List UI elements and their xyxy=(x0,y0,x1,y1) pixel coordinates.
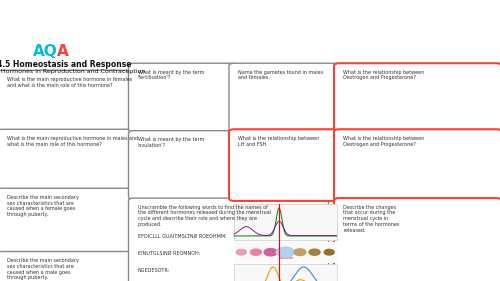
FancyBboxPatch shape xyxy=(0,188,135,254)
Text: What is the main reproductive hormone in males and
what is the main role of this: What is the main reproductive hormone in… xyxy=(6,136,138,146)
Text: What is the relationship between
Oestrogen and Progesterone?: What is the relationship between Oestrog… xyxy=(343,136,424,146)
FancyBboxPatch shape xyxy=(334,129,500,201)
FancyBboxPatch shape xyxy=(128,131,236,200)
Circle shape xyxy=(276,247,294,257)
FancyBboxPatch shape xyxy=(229,63,339,132)
FancyBboxPatch shape xyxy=(128,198,328,281)
FancyBboxPatch shape xyxy=(0,251,135,281)
Text: What is meant by the term
'ovulation'?: What is meant by the term 'ovulation'? xyxy=(138,137,204,148)
Text: Ovulation: Ovulation xyxy=(280,256,294,260)
Text: What is the relationship between
Oestrogen and Progesterone?: What is the relationship between Oestrog… xyxy=(343,70,424,80)
Circle shape xyxy=(309,249,320,255)
Circle shape xyxy=(294,249,306,256)
Text: AQ: AQ xyxy=(33,44,58,60)
FancyBboxPatch shape xyxy=(234,264,336,281)
Text: What is meant by the term
'fertilisation'?: What is meant by the term 'fertilisation… xyxy=(138,70,204,80)
FancyBboxPatch shape xyxy=(0,129,135,191)
Text: Name the gametes found in males
and females.: Name the gametes found in males and fema… xyxy=(238,70,323,80)
Circle shape xyxy=(264,249,277,256)
Text: Unscramble the following words to find the names of
the different hormones relea: Unscramble the following words to find t… xyxy=(138,205,270,281)
FancyBboxPatch shape xyxy=(234,204,336,240)
FancyBboxPatch shape xyxy=(334,198,500,281)
Circle shape xyxy=(324,250,334,255)
Text: What is the relationship between
LH and FSH.: What is the relationship between LH and … xyxy=(238,136,320,146)
FancyBboxPatch shape xyxy=(0,70,135,132)
Text: Describe the main secondary
sex characteristics that are
caused when a male goes: Describe the main secondary sex characte… xyxy=(6,258,78,280)
Text: 4.5 Homeostasis and Response: 4.5 Homeostasis and Response xyxy=(0,60,131,69)
Circle shape xyxy=(250,249,262,255)
FancyBboxPatch shape xyxy=(128,63,236,132)
Text: 4.5.3 Hormones in Reproduction and Contraception: 4.5.3 Hormones in Reproduction and Contr… xyxy=(0,69,145,74)
Text: A: A xyxy=(57,44,69,60)
Text: What is the main reproductive hormone in females
and what is the main role of th: What is the main reproductive hormone in… xyxy=(6,77,132,87)
FancyBboxPatch shape xyxy=(234,242,336,263)
Circle shape xyxy=(236,250,246,255)
FancyBboxPatch shape xyxy=(229,129,339,201)
Text: Describe the main secondary
sex characteristics that are
caused when a female go: Describe the main secondary sex characte… xyxy=(6,195,78,217)
Text: Describe the changes
that occur during the
menstrual cycle in
terms of the hormo: Describe the changes that occur during t… xyxy=(343,205,400,233)
FancyBboxPatch shape xyxy=(334,63,500,132)
